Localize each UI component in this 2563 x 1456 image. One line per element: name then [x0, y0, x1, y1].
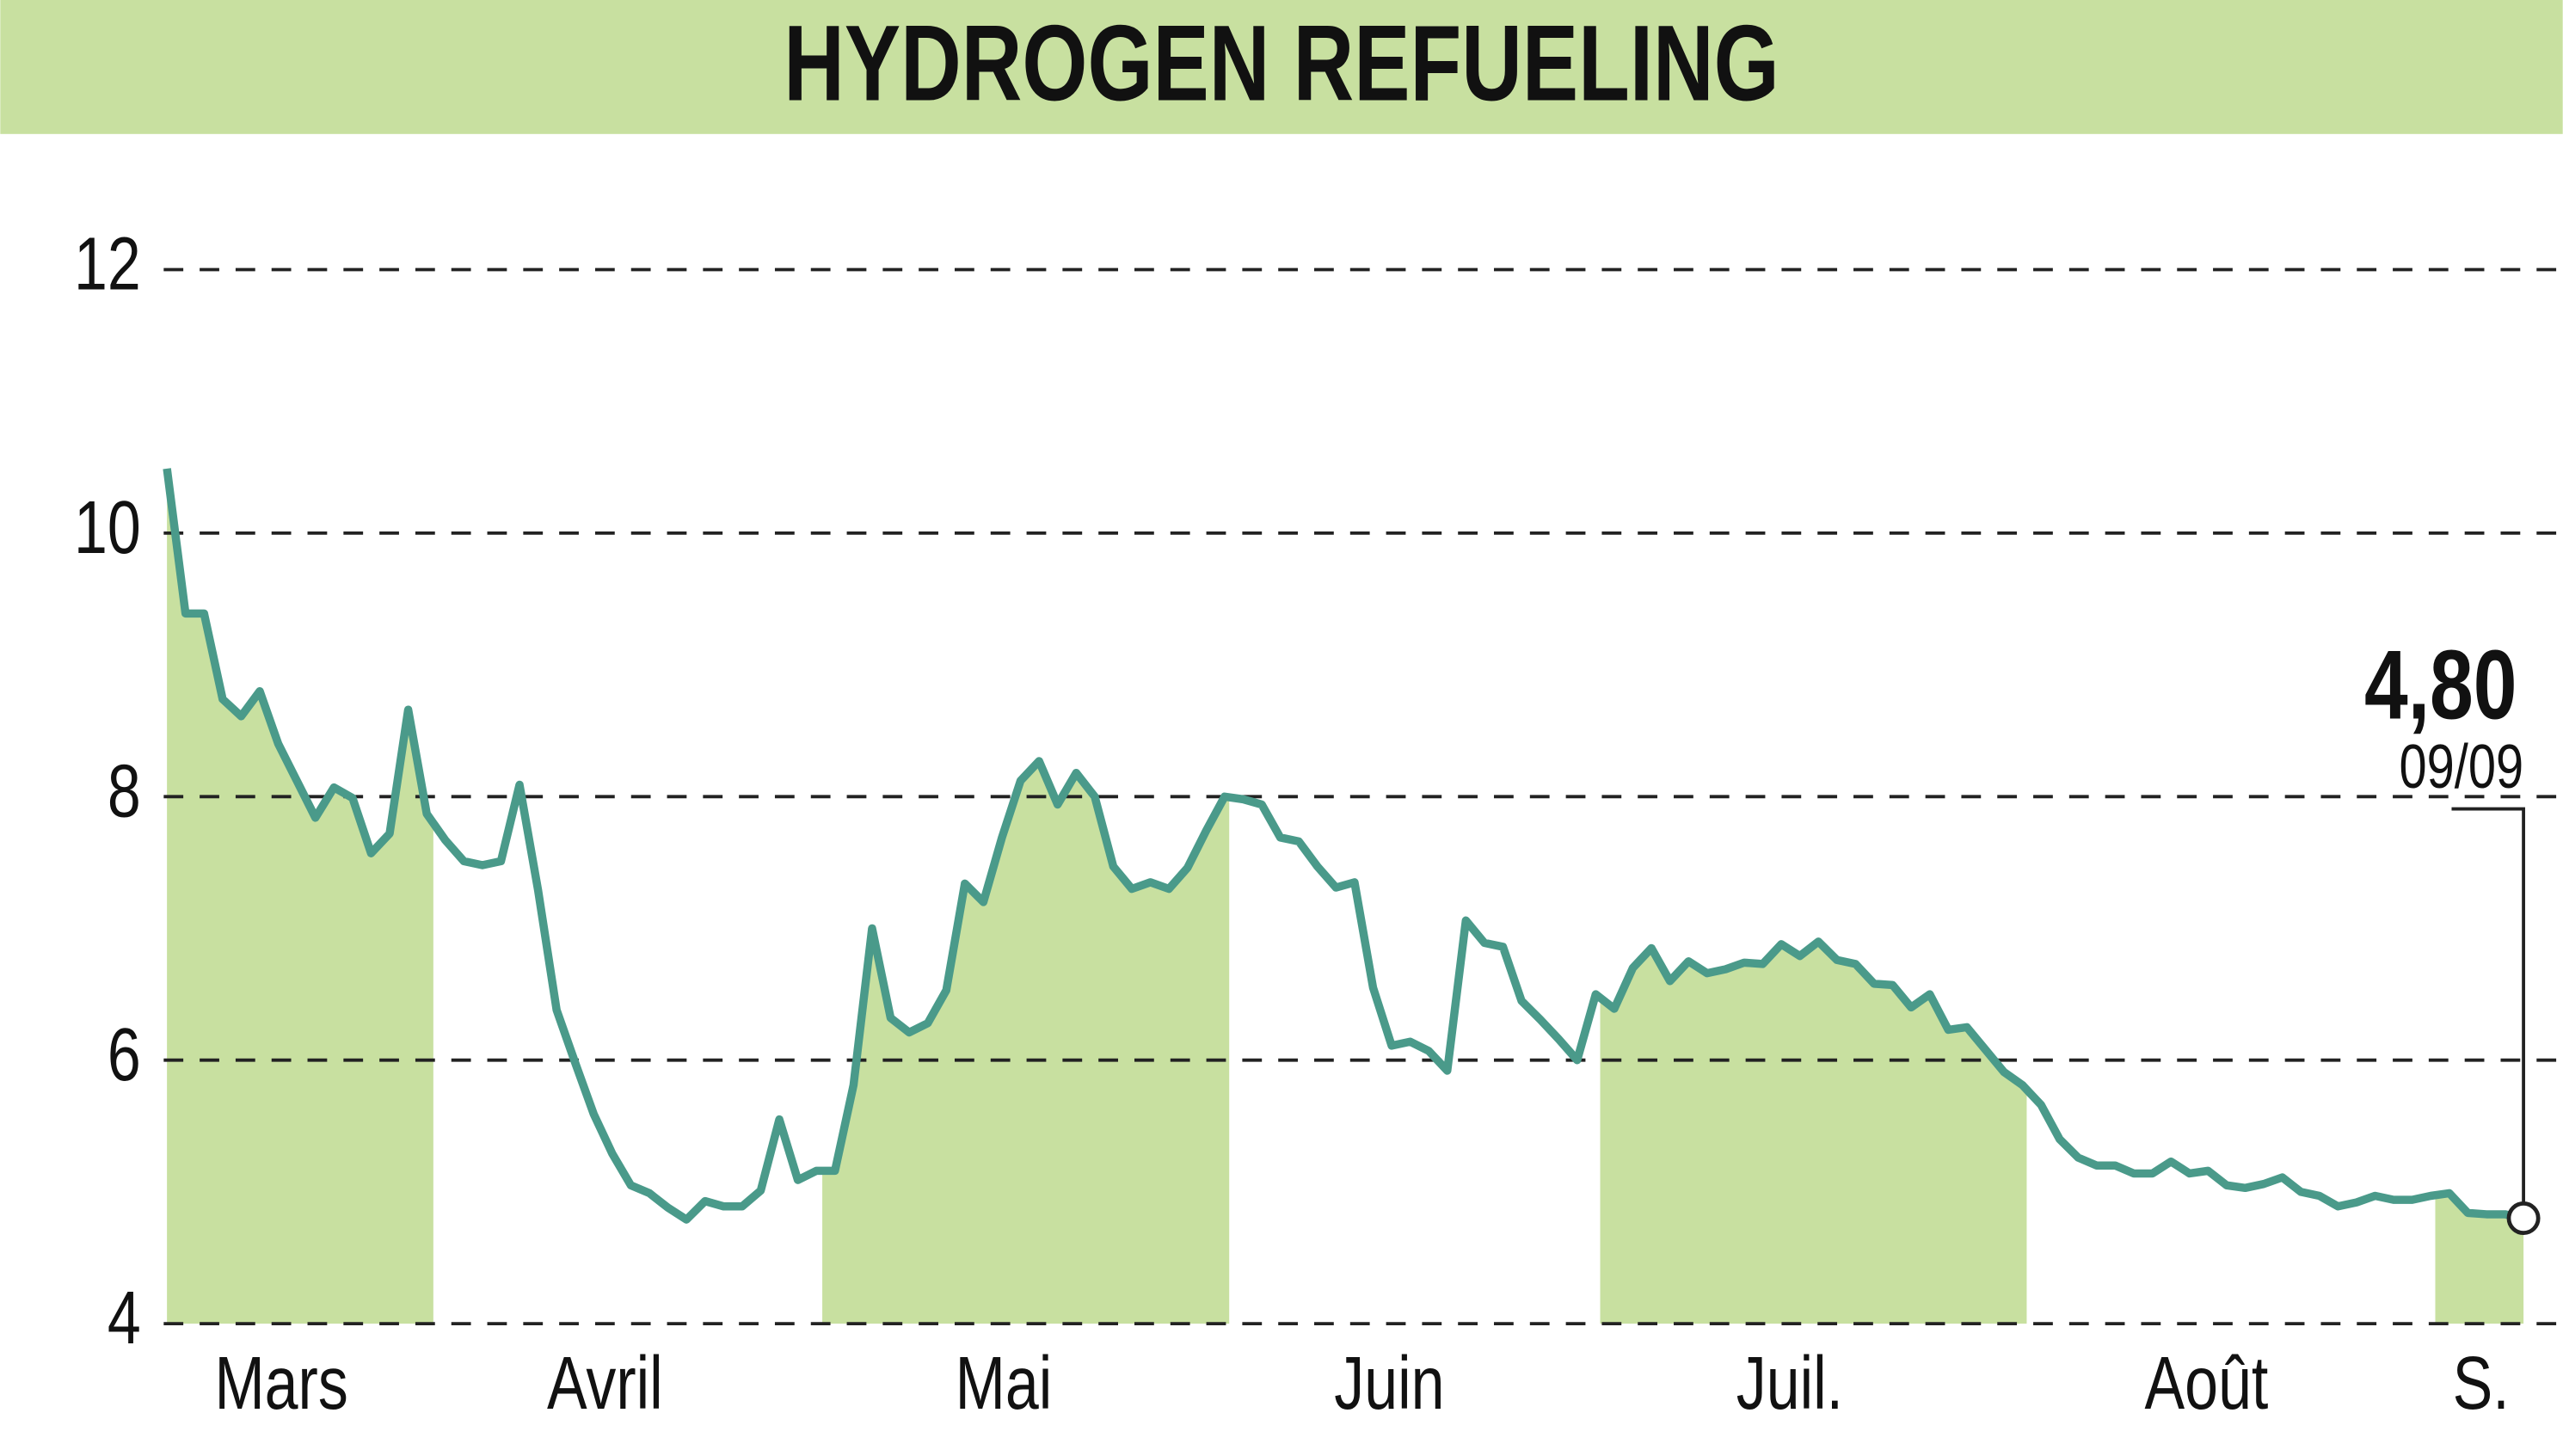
price-line [163, 468, 2525, 1224]
x-tick-label: Août [2145, 1341, 2269, 1425]
y-tick-label: 6 [108, 1011, 141, 1096]
y-tick-label: 4 [108, 1275, 141, 1360]
chart-title: HYDROGEN REFUELING [784, 3, 1779, 124]
callout-line [2451, 807, 2525, 1219]
x-tick-label: S. [2453, 1341, 2510, 1425]
x-tick-label: Avril [547, 1341, 663, 1425]
y-tick-label: 8 [108, 748, 141, 832]
last-date: 09/09 [2400, 732, 2524, 802]
x-tick-label: Juil. [1736, 1341, 1843, 1425]
y-tick-label: 12 [74, 221, 141, 305]
title-bar [0, 0, 2563, 134]
x-tick-label: Mars [214, 1341, 347, 1425]
x-tick-label: Juin [1334, 1341, 1444, 1425]
x-tick-label: Mai [956, 1341, 1053, 1425]
last-value-label: 4,80 [2364, 630, 2517, 740]
month-shading [167, 468, 2524, 1324]
y-tick-label: 10 [74, 484, 141, 568]
last-point [2506, 1201, 2541, 1236]
